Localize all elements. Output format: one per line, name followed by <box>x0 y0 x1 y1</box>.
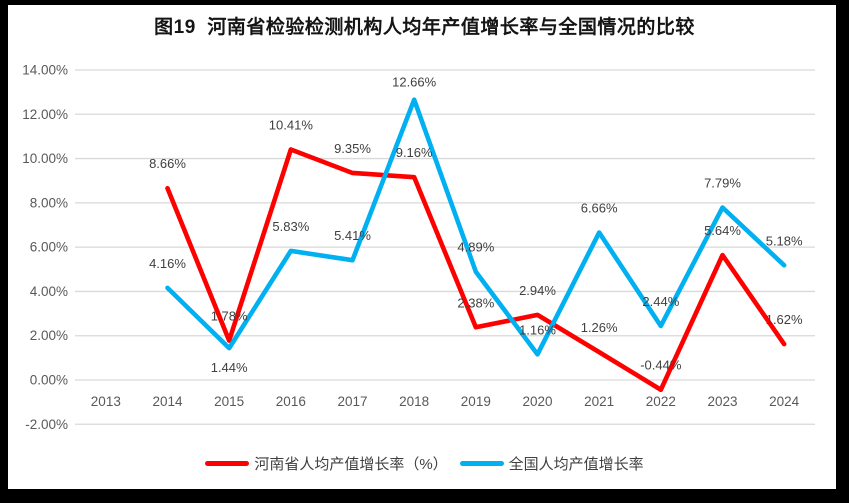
legend-label-national: 全国人均产值增长率 <box>508 455 644 473</box>
data-label-series0-2023: 5.64% <box>704 223 741 238</box>
data-label-series1-2017: 5.41% <box>334 228 371 243</box>
data-label-series1-2024: 5.18% <box>766 233 803 248</box>
chart-legend: 河南省人均产值增长率（%） 全国人均产值增长率 <box>0 453 849 473</box>
y-tick-label: 2.00% <box>30 328 68 343</box>
x-tick-label-2020: 2020 <box>522 394 552 409</box>
data-label-series1-2021: 6.66% <box>581 201 618 216</box>
frame-right <box>836 0 849 503</box>
legend-label-henan: 河南省人均产值增长率（%） <box>254 455 448 473</box>
series-line-1 <box>165 97 787 357</box>
x-tick-label-2018: 2018 <box>399 394 429 409</box>
x-tick-label-2023: 2023 <box>707 394 737 409</box>
data-label-series0-2021: 1.26% <box>581 320 618 335</box>
legend-swatch-national-line-icon <box>459 460 504 466</box>
data-label-series1-2022: 2.44% <box>642 294 679 309</box>
legend-item-henan: 河南省人均产值增长率（%） <box>205 453 448 474</box>
data-label-series0-2018: 9.16% <box>396 145 433 160</box>
x-tick-label-2021: 2021 <box>584 394 614 409</box>
y-tick-label: 12.00% <box>22 107 68 122</box>
legend-item-national: 全国人均产值增长率 <box>459 453 644 474</box>
y-tick-label: 8.00% <box>30 195 68 210</box>
data-label-series1-2019: 4.89% <box>457 240 494 255</box>
y-tick-label: 10.00% <box>22 151 68 166</box>
x-tick-label-2016: 2016 <box>276 394 306 409</box>
data-label-series1-2020: 1.16% <box>519 322 556 337</box>
data-label-series1-2014: 4.16% <box>149 256 186 271</box>
series-line-0 <box>165 147 787 393</box>
data-label-series0-2019: 2.38% <box>457 295 494 310</box>
chart-title: 图19 河南省检验检测机构人均年产值增长率与全国情况的比较 <box>154 17 695 38</box>
data-label-series1-2015: 1.44% <box>211 360 248 375</box>
data-label-series1-2018: 12.66% <box>392 75 437 90</box>
y-tick-label: 4.00% <box>30 284 68 299</box>
data-label-series0-2020: 2.94% <box>519 283 556 298</box>
data-label-series1-2016: 5.83% <box>272 219 309 234</box>
legend-swatch-henan-line-icon <box>205 460 250 466</box>
data-label-series0-2016: 10.41% <box>269 117 314 132</box>
data-label-series0-2022: -0.44% <box>640 358 682 373</box>
y-tick-label: 14.00% <box>22 63 68 78</box>
y-tick-label: 0.00% <box>30 373 68 388</box>
data-label-series1-2023: 7.79% <box>704 176 741 191</box>
x-tick-label-2024: 2024 <box>769 394 800 409</box>
frame-bottom <box>0 489 849 503</box>
frame-top <box>0 0 849 5</box>
y-tick-label: 6.00% <box>30 240 68 255</box>
x-tick-label-2022: 2022 <box>646 394 676 409</box>
data-label-series0-2017: 9.35% <box>334 141 371 156</box>
data-label-series0-2024: 1.62% <box>766 312 803 327</box>
frame-left <box>0 0 8 503</box>
data-label-series0-2014: 8.66% <box>149 156 186 171</box>
x-tick-label-2019: 2019 <box>461 394 491 409</box>
y-tick-label: -2.00% <box>25 417 68 432</box>
x-tick-label-2013: 2013 <box>91 394 121 409</box>
x-tick-label-2015: 2015 <box>214 394 244 409</box>
data-label-series0-2015: 1.78% <box>211 309 248 324</box>
x-tick-label-2017: 2017 <box>337 394 367 409</box>
x-tick-label-2014: 2014 <box>152 394 183 409</box>
